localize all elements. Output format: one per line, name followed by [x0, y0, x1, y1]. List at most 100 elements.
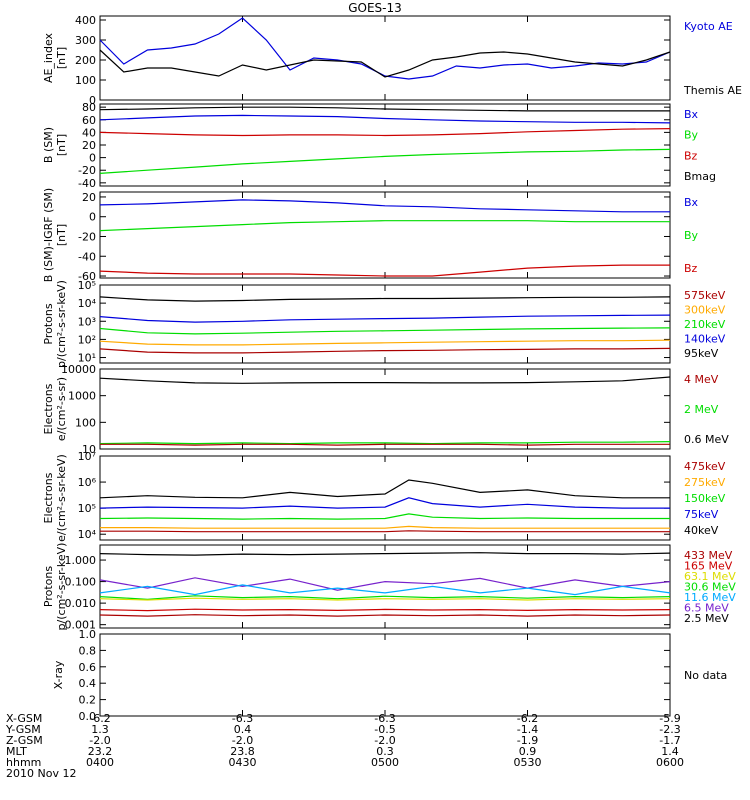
series-line: [99, 577, 671, 591]
y-tick-label: 0.010: [65, 597, 97, 610]
legend-entry: 4 MeV: [684, 373, 719, 386]
legend-entry: 40keV: [684, 524, 719, 537]
y-axis-label: B (SM)-IGRF (SM): [42, 188, 55, 282]
legend-entry: 2 MeV: [684, 403, 719, 416]
axis-tick-value: -2.0: [232, 734, 253, 747]
legend-entry: 150keV: [684, 492, 726, 505]
legend-entry: 30.6 MeV: [684, 581, 736, 594]
axis-tick-value: 0400: [86, 756, 114, 769]
y-tick-label: 100: [75, 416, 96, 429]
legend-entry: 2.5 MeV: [684, 612, 729, 625]
axis-tick-value: 0430: [229, 756, 257, 769]
series-line: [99, 114, 671, 124]
panel-frame: [99, 15, 671, 101]
y-tick-label: 0.001: [65, 619, 97, 632]
series-line: [99, 479, 670, 499]
panel-5: 10 100 1000 10000 Electrons e/(cm²-s-sr) 4 MeV…: [42, 363, 729, 456]
axis-row-label: X-GSM: [6, 712, 42, 725]
y-tick-label: 10000: [61, 363, 96, 376]
axis-tick-value: -6.3: [374, 712, 395, 725]
axis-tick-value: -1.7: [659, 734, 680, 747]
y-tick-label: 200: [75, 54, 96, 67]
y-axis-label: [nT]: [55, 47, 68, 69]
series-line: [100, 443, 670, 446]
y-tick-label: 10⁵: [78, 502, 96, 515]
legend-entry: Bmag: [684, 170, 716, 183]
y-tick-label: -40: [78, 250, 96, 263]
y-axis-label: Protons: [42, 566, 55, 607]
axis-row-label: Y-GSM: [5, 723, 41, 736]
y-tick-label: -20: [78, 230, 96, 243]
series-line: [99, 199, 670, 213]
y-tick-label: 0.2: [79, 694, 97, 707]
y-axis-label: AE_index: [42, 32, 55, 83]
legend-entry: 63.1 MeV: [684, 570, 736, 583]
series-line: [99, 497, 670, 509]
y-tick-label: 10⁶: [78, 476, 97, 489]
y-tick-label: -60: [78, 270, 96, 283]
y-tick-label: 1.0: [79, 628, 97, 641]
y-tick-label: 10: [82, 443, 96, 456]
series-line: [99, 608, 671, 612]
y-axis-label: p/(cm²-s-sr-keV): [55, 280, 68, 368]
series-line: [99, 552, 671, 556]
legend-entry: Bz: [684, 262, 698, 275]
legend-entry: 275keV: [684, 476, 726, 489]
y-axis-label: e/(cm²-s-sr-keV): [55, 454, 68, 542]
y-axis-label: Electrons: [42, 472, 55, 523]
y-tick-label: 0.4: [79, 677, 97, 690]
series-line: [100, 530, 670, 533]
series-line: [99, 220, 670, 232]
y-tick-label: 0: [89, 152, 96, 165]
series-line: [99, 49, 671, 78]
panel-4: 10¹ 10² 10³ 10⁴ 10⁵ Protons p/(cm²-s-sr-keV) 57…: [42, 279, 726, 368]
y-tick-label: 0: [89, 211, 96, 224]
y-tick-label: 10³: [78, 315, 96, 328]
panel-frame: [99, 191, 671, 279]
axis-tick-value: 0530: [514, 756, 542, 769]
axis-tick-value: 0.3: [376, 745, 394, 758]
axis-tick-value: -2.3: [659, 723, 680, 736]
panel-7: 0.001 0.010 0.100 1.000 Protons p/(cm²-s-sr-k…: [42, 543, 736, 632]
legend-entry: 475keV: [684, 460, 726, 473]
y-axis-label: Electrons: [42, 383, 55, 434]
axis-tick-value: -2.0: [89, 734, 110, 747]
chart-title: GOES-13: [348, 1, 402, 15]
series-line: [100, 525, 670, 529]
y-axis-label: X-ray: [52, 660, 65, 689]
series-line: [99, 597, 671, 601]
y-tick-label: -40: [78, 177, 96, 190]
y-tick-label: 10⁴: [78, 528, 97, 541]
axis-tick-value: -1.4: [517, 723, 538, 736]
y-tick-label: 300: [75, 34, 96, 47]
legend-entry: 165 MeV: [684, 560, 733, 573]
series-line: [99, 17, 671, 80]
y-tick-label: 400: [75, 14, 96, 27]
legend-entry: 140keV: [684, 333, 726, 346]
y-tick-label: 10¹: [78, 352, 96, 365]
axis-tick-value: -6.2: [517, 712, 538, 725]
legend-entry: Bx: [684, 196, 699, 209]
axis-tick-value: -1.9: [517, 734, 538, 747]
y-axis-label: [nT]: [55, 134, 68, 156]
legend-entry: Kyoto AE: [684, 20, 733, 33]
y-tick-label: 20: [82, 139, 96, 152]
series-line: [99, 314, 671, 323]
axis-tick-value: 1.4: [661, 745, 679, 758]
y-tick-label: 10⁷: [78, 450, 96, 463]
y-tick-label: 1.000: [65, 554, 97, 567]
y-tick-label: 60: [82, 114, 96, 127]
date-label: 2010 Nov 12: [6, 767, 76, 780]
axis-row-label: Z-GSM: [6, 734, 43, 747]
series-line: [99, 376, 671, 384]
y-tick-label: 10²: [78, 333, 96, 346]
legend-entry: Bx: [684, 108, 699, 121]
y-axis-label: p/(cm²-s-sr-keV): [55, 543, 68, 631]
y-tick-label: 40: [82, 126, 96, 139]
panel-8: 0.0 0.2 0.4 0.6 0.8 1.0 X-ray No data: [52, 628, 727, 723]
axis-tick-value: -0.5: [374, 723, 395, 736]
series-line: [99, 614, 671, 617]
y-tick-label: 20: [82, 191, 96, 204]
y-axis-label: e/(cm²-s-sr): [55, 377, 68, 441]
